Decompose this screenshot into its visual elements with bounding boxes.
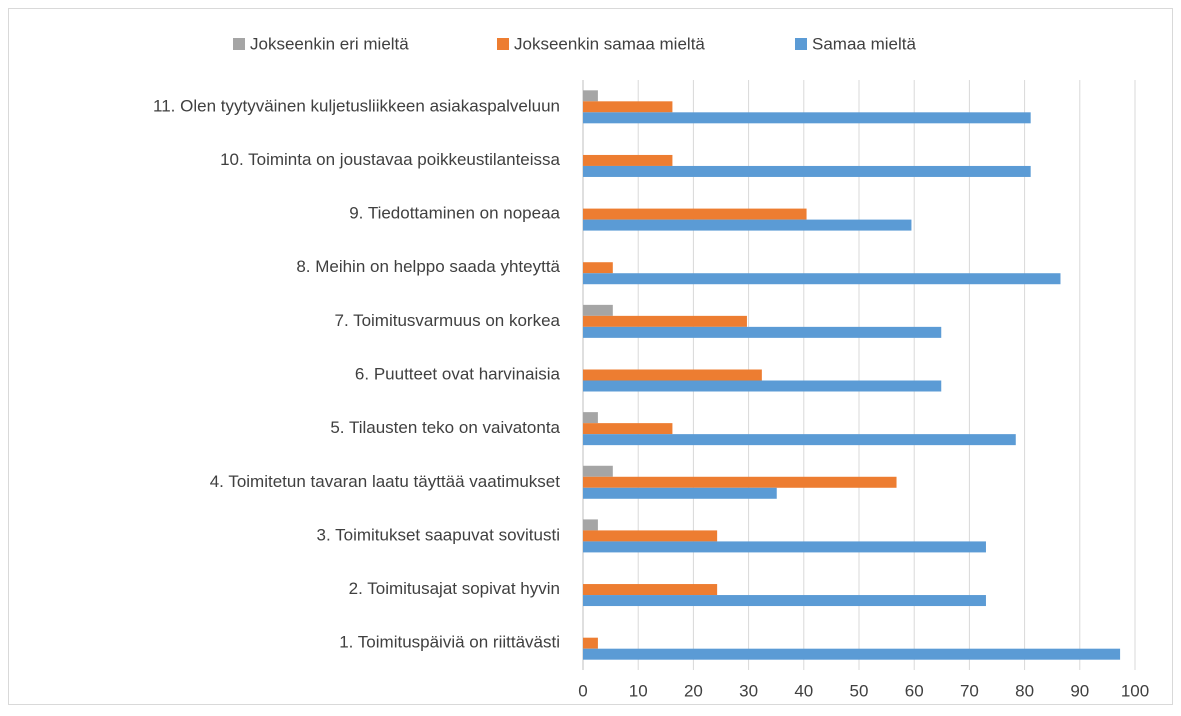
legend-label: Samaa mieltä	[812, 34, 916, 53]
x-tick-label: 50	[850, 681, 869, 700]
y-tick-label: 4. Toimitetun tavaran laatu täyttää vaat…	[210, 472, 561, 491]
y-tick-label: 3. Toimitukset saapuvat sovitusti	[317, 525, 560, 544]
bar	[583, 487, 777, 499]
x-tick-label: 30	[739, 681, 758, 700]
bar	[583, 273, 1061, 285]
bar	[583, 369, 762, 381]
bar	[583, 530, 718, 542]
legend-swatch	[795, 38, 807, 50]
x-tick-label: 10	[629, 681, 648, 700]
bar	[583, 165, 1031, 177]
y-tick-label: 9. Tiedottaminen on nopeaa	[349, 204, 560, 223]
bar	[583, 112, 1031, 124]
x-tick-label: 0	[578, 681, 587, 700]
y-tick-label: 7. Toimitusvarmuus on korkea	[334, 311, 560, 330]
y-tick-label: 10. Toiminta on joustavaa poikkeustilant…	[220, 150, 560, 169]
y-tick-label: 5. Tilausten teko on vaivatonta	[330, 418, 560, 437]
bar	[583, 315, 747, 327]
bar	[583, 208, 807, 220]
x-tick-label: 90	[1070, 681, 1089, 700]
y-tick-label: 1. Toimituspäiviä on riittävästi	[339, 633, 560, 652]
legend-label: Jokseenkin samaa mieltä	[514, 34, 705, 53]
bar	[583, 412, 598, 424]
bar	[583, 326, 942, 338]
bar	[583, 304, 613, 316]
x-tick-label: 100	[1121, 681, 1149, 700]
bar	[583, 465, 613, 477]
bar	[583, 584, 718, 596]
y-tick-label: 11. Olen tyytyväinen kuljetusliikkeen as…	[153, 96, 560, 115]
bar	[583, 637, 598, 649]
y-tick-label: 2. Toimitusajat sopivat hyvin	[349, 579, 560, 598]
y-tick-label: 8. Meihin on helppo saada yhteyttä	[296, 257, 560, 276]
bar	[583, 219, 912, 231]
bar	[583, 476, 897, 488]
legend-label: Jokseenkin eri mieltä	[250, 34, 409, 53]
x-tick-label: 20	[684, 681, 703, 700]
bar	[583, 519, 598, 531]
bar	[583, 154, 673, 166]
x-tick-label: 40	[794, 681, 813, 700]
x-tick-label: 80	[1015, 681, 1034, 700]
x-tick-label: 60	[905, 681, 924, 700]
bar	[583, 90, 598, 102]
bar	[583, 541, 986, 553]
bar	[583, 595, 986, 607]
bar	[583, 262, 613, 274]
x-tick-label: 70	[960, 681, 979, 700]
bar	[583, 101, 673, 113]
bar	[583, 423, 673, 435]
bar	[583, 434, 1016, 446]
legend-swatch	[497, 38, 509, 50]
legend-swatch	[233, 38, 245, 50]
bar	[583, 380, 942, 392]
bar	[583, 648, 1121, 660]
y-tick-label: 6. Puutteet ovat harvinaisia	[355, 364, 561, 383]
